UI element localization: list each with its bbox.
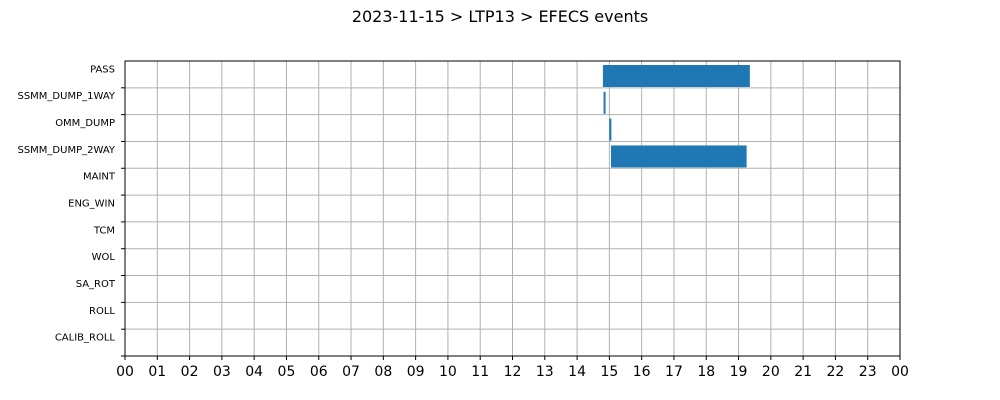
- y-tick-label: ROLL: [89, 306, 115, 317]
- event-bar: [602, 65, 750, 87]
- chart-title: 2023-11-15 > LTP13 > EFECS events: [352, 7, 648, 26]
- x-tick-label: 12: [504, 364, 522, 380]
- bars: [602, 65, 750, 168]
- x-tick-label: 22: [827, 364, 845, 380]
- y-tick-label: TCM: [93, 225, 115, 236]
- y-tick-label: WOL: [92, 252, 116, 263]
- x-tick-label: 19: [730, 364, 748, 380]
- event-bar: [603, 91, 606, 114]
- x-tick-label: 14: [568, 364, 586, 380]
- x-tick-label: 08: [374, 364, 392, 380]
- x-tick-label: 18: [697, 364, 715, 380]
- x-tick-label: 13: [536, 364, 554, 380]
- y-tick-label: MAINT: [83, 172, 116, 183]
- x-tick-label: 03: [213, 364, 231, 380]
- x-tick-label: 04: [245, 364, 263, 380]
- x-tick-label: 01: [148, 364, 166, 380]
- x-tick-label: 02: [181, 364, 199, 380]
- y-axis: PASS SSMM_DUMP_1WAY OMM_DUMP SSMM_DUMP_2WAY…: [17, 64, 125, 357]
- y-tick-label: PASS: [90, 64, 115, 75]
- y-tick-label: SSMM_DUMP_1WAY: [17, 91, 115, 102]
- y-tick-label: ENG_WIN: [68, 199, 115, 210]
- x-axis: 00 01 02 03 04 05 06 07 08 09 10 11 12 13 14 15 16 17 18 19…: [116, 356, 909, 380]
- x-tick-label: 16: [633, 364, 651, 380]
- x-tick-label: 20: [762, 364, 780, 380]
- x-tick-label: 23: [859, 364, 877, 380]
- y-tick-label: OMM_DUMP: [55, 118, 115, 129]
- x-tick-label: 00: [891, 364, 909, 380]
- grid: [124, 61, 901, 356]
- x-tick-label: 10: [439, 364, 457, 380]
- x-tick-label: 17: [665, 364, 683, 380]
- event-bar: [610, 145, 747, 168]
- x-tick-label: 15: [600, 364, 618, 380]
- x-tick-label: 05: [278, 364, 296, 380]
- x-tick-label: 06: [310, 364, 328, 380]
- x-tick-label: 00: [116, 364, 134, 380]
- y-tick-label: SSMM_DUMP_2WAY: [17, 145, 115, 156]
- x-tick-label: 07: [342, 364, 360, 380]
- x-tick-label: 09: [407, 364, 425, 380]
- y-tick-label: SA_ROT: [76, 279, 116, 290]
- x-tick-label: 11: [471, 364, 489, 380]
- x-tick-label: 21: [794, 364, 812, 380]
- event-bar: [609, 118, 612, 141]
- y-tick-label: CALIB_ROLL: [55, 333, 116, 344]
